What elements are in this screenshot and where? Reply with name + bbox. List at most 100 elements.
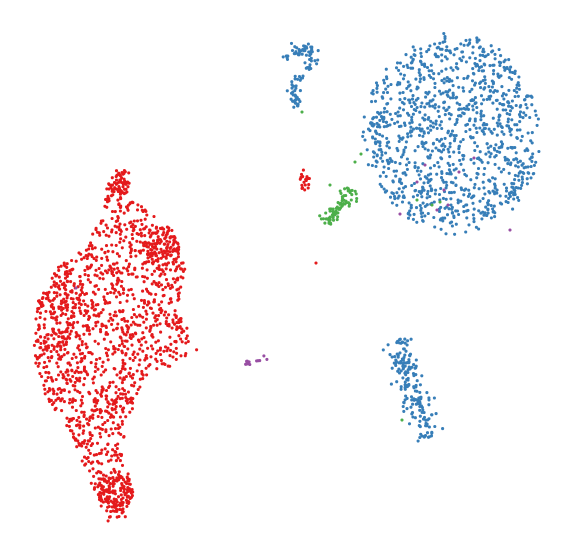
point-red-main (108, 312, 112, 316)
point-blue-big (417, 173, 421, 177)
point-blue-big (453, 47, 457, 51)
point-red-main (174, 357, 178, 361)
point-red-main (108, 515, 112, 519)
point-red-main (94, 314, 98, 318)
point-red-main (168, 354, 172, 358)
point-red-main (185, 326, 189, 330)
point-blue-big (410, 183, 414, 188)
point-red-main (123, 223, 127, 227)
point-blue-big (438, 41, 442, 45)
point-red-main (110, 272, 114, 276)
point-red-main (145, 373, 149, 377)
point-red-main (115, 261, 119, 265)
point-blue-big (471, 213, 475, 217)
point-red-main (80, 459, 84, 463)
point-red-main (108, 381, 112, 385)
point-red-main (120, 279, 124, 284)
point-blue-big (460, 50, 465, 54)
point-blue-big (520, 134, 524, 138)
point-red-main (159, 358, 163, 363)
point-red-main (59, 357, 63, 361)
point-blue-big (365, 148, 369, 152)
point-red-main (93, 426, 97, 430)
point-blue-big (439, 137, 444, 141)
point-blue-big (535, 123, 539, 127)
point-red-main (104, 244, 109, 248)
point-red-main (110, 505, 114, 509)
point-blue-big (512, 88, 516, 93)
point-red-main (78, 426, 82, 430)
point-blue-arc (310, 47, 314, 51)
point-blue-big (386, 160, 390, 164)
point-blue-big (449, 132, 453, 136)
point-blue-big (516, 196, 520, 200)
point-red-main (143, 234, 147, 238)
point-blue-big (471, 108, 475, 112)
point-red-main (137, 363, 141, 367)
point-red-main (151, 239, 156, 243)
point-blue-arc (294, 84, 298, 88)
point-red-main (125, 227, 129, 231)
point-red-main (119, 488, 123, 493)
point-green-scatter (438, 200, 442, 204)
point-blue-big (512, 158, 516, 162)
point-blue-big (448, 145, 452, 149)
point-blue-big (415, 169, 419, 173)
point-blue-big (475, 36, 479, 40)
point-blue-bottom (409, 405, 413, 409)
point-blue-big (513, 71, 517, 76)
point-blue-big (513, 69, 517, 73)
point-blue-bottom (402, 355, 406, 360)
point-red-main (88, 451, 92, 455)
point-blue-big (381, 119, 385, 124)
point-red-main (138, 347, 142, 351)
point-blue-big (419, 208, 423, 212)
point-red-main (145, 260, 149, 264)
point-blue-big (475, 40, 479, 44)
point-red-main (146, 300, 150, 304)
point-blue-big (445, 76, 449, 80)
point-red-main (65, 308, 69, 312)
point-blue-arc (313, 59, 317, 63)
point-red-main (141, 331, 145, 335)
point-red-main (62, 297, 66, 301)
point-green-main (340, 203, 345, 207)
point-red-main (113, 210, 117, 214)
point-blue-big (479, 86, 483, 90)
point-red-main (49, 349, 53, 354)
point-red-main (77, 433, 81, 437)
point-blue-big (483, 123, 487, 127)
point-blue-arc (291, 93, 295, 97)
point-red-main (129, 287, 133, 291)
point-red-main (122, 435, 126, 439)
point-red-main (104, 330, 108, 335)
point-red-main (50, 315, 54, 320)
point-blue-bottom (421, 408, 425, 412)
point-blue-big (447, 172, 451, 176)
point-red-main (77, 334, 81, 338)
point-blue-big (401, 108, 406, 112)
point-blue-big (414, 108, 418, 113)
point-red-main (175, 327, 179, 331)
point-red-main (106, 358, 110, 362)
point-red-main (175, 265, 179, 269)
point-blue-big (510, 118, 514, 122)
point-green-scatter (400, 418, 404, 422)
point-red-main (71, 326, 75, 330)
point-blue-bottom (412, 386, 416, 390)
point-blue-big (525, 177, 529, 181)
point-blue-bottom (418, 401, 422, 405)
point-red-main (62, 353, 66, 357)
point-red-main (85, 372, 89, 376)
point-red-main (160, 226, 164, 230)
point-blue-big (459, 199, 463, 203)
point-blue-big (436, 161, 440, 165)
point-red-main (71, 301, 75, 305)
point-blue-big (370, 121, 374, 125)
point-blue-big (393, 160, 397, 164)
point-blue-big (378, 133, 382, 137)
point-red-main (106, 489, 110, 493)
point-blue-big (506, 120, 510, 124)
point-blue-big (431, 121, 435, 125)
point-red-main (52, 272, 57, 276)
